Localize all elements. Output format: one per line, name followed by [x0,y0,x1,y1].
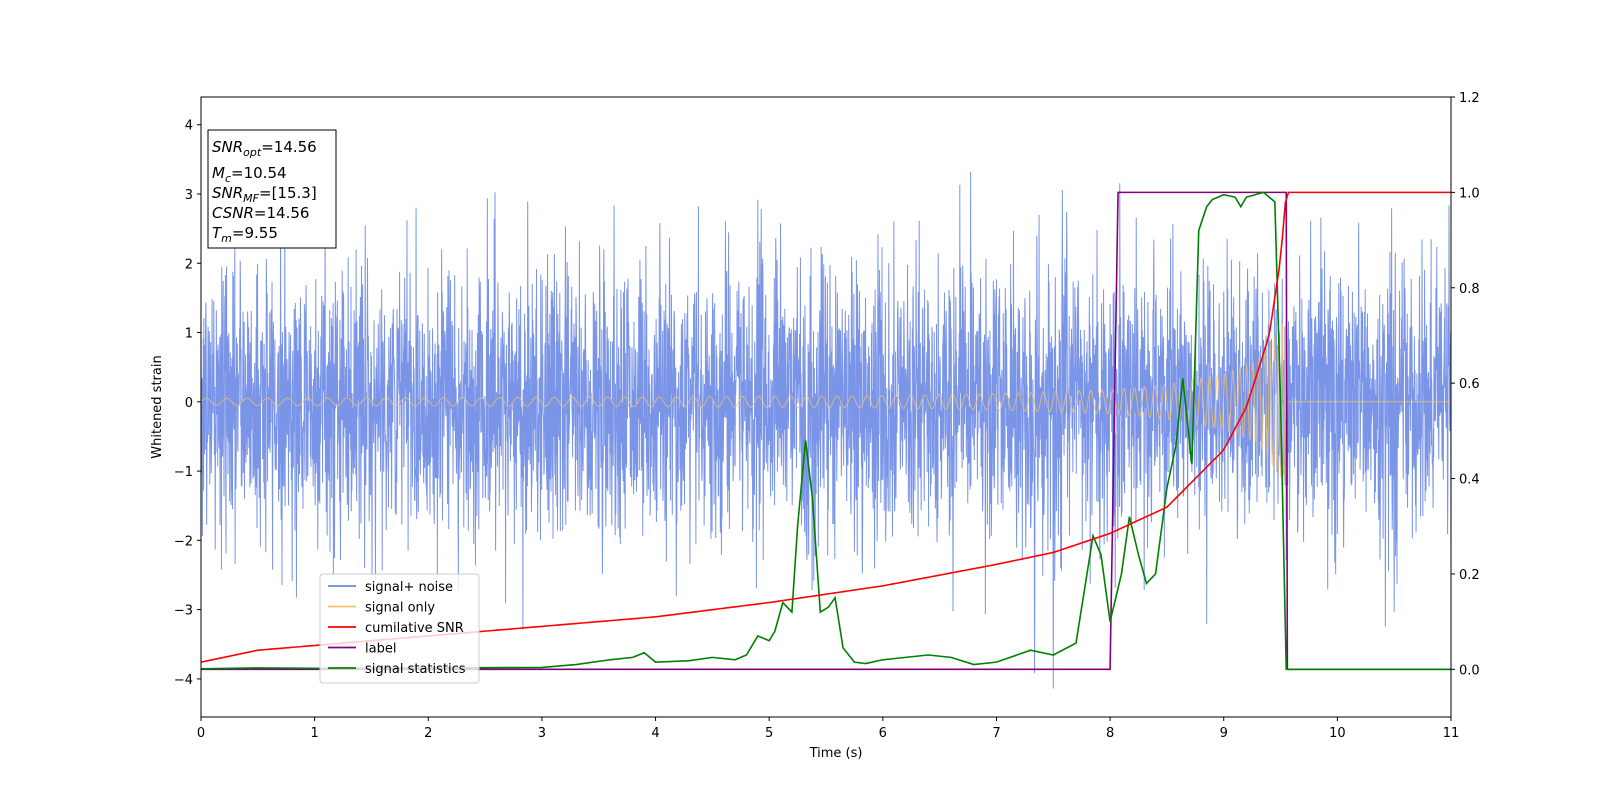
axes-frame [200,96,1452,718]
legend-label: signal+ noise [365,580,453,595]
x-tick-label: 6 [879,726,887,741]
series-signal-only [201,322,1451,479]
y-tick-label-right: 0.4 [1459,473,1480,488]
y-tick-label-left: 3 [185,188,193,203]
legend-label: signal only [365,601,435,616]
y-tick-label-right: 0.8 [1459,282,1480,297]
info-box-frame [207,129,337,249]
y-tick-label-left: 0 [185,396,193,411]
y-tick-label-left: −1 [174,465,193,480]
x-tick-label: 11 [1443,726,1460,741]
y-tick-label-left: −4 [174,673,193,688]
legend-label: cumilative SNR [365,621,464,636]
x-tick-label: 3 [538,726,546,741]
plot-area [201,171,1451,689]
x-tick-label: 10 [1329,726,1346,741]
y-tick-label-right: 1.2 [1459,91,1480,106]
y-tick-label-left: −2 [174,534,193,549]
info-mc: Mc=10.54 [212,164,287,185]
info-tm: Tm=9.55 [212,224,278,245]
legend-frame [319,573,480,684]
x-axis-label: Time (s) [809,746,863,761]
y-tick-label-right: 0.2 [1459,568,1480,583]
legend: signal+ noise signal only cumilative SNR la… [319,573,480,684]
x-tick-label: 8 [1106,726,1114,741]
axis-ticks: 0 1 2 3 4 5 6 7 8 9 10 11 −4 −3 −2 −1 0 1 2 3 4 0.0 0.2 0.4 0.6 0… [174,91,1480,741]
y-tick-label-left: 2 [185,257,193,272]
info-csnr: CSNR=14.56 [212,204,309,222]
x-tick-label: 7 [992,726,1000,741]
legend-label: signal statistics [365,662,466,677]
x-tick-label: 5 [765,726,773,741]
y-tick-label-left: −3 [174,604,193,619]
y-axis-label: Whitened strain [150,355,165,458]
x-tick-label: 1 [310,726,318,741]
y-tick-label-right: 0.0 [1459,663,1480,678]
x-tick-label: 4 [651,726,659,741]
info-box: SNRopt=14.56 Mc=10.54 SNRMF=[15.3] CSNR=… [207,129,337,249]
info-snr-opt: SNRopt=14.56 [212,138,317,159]
series-signal-statistics [201,191,1451,671]
y-tick-label-right: 0.6 [1459,377,1480,392]
y-tick-label-right: 1.0 [1459,186,1480,201]
x-tick-label: 0 [197,726,205,741]
x-tick-label: 9 [1220,726,1228,741]
y-tick-label-left: 4 [185,119,193,134]
y-tick-label-left: 1 [185,327,193,342]
legend-label: label [365,642,396,657]
info-snr-mf: SNRMF=[15.3] [212,184,317,205]
x-tick-label: 2 [424,726,432,741]
